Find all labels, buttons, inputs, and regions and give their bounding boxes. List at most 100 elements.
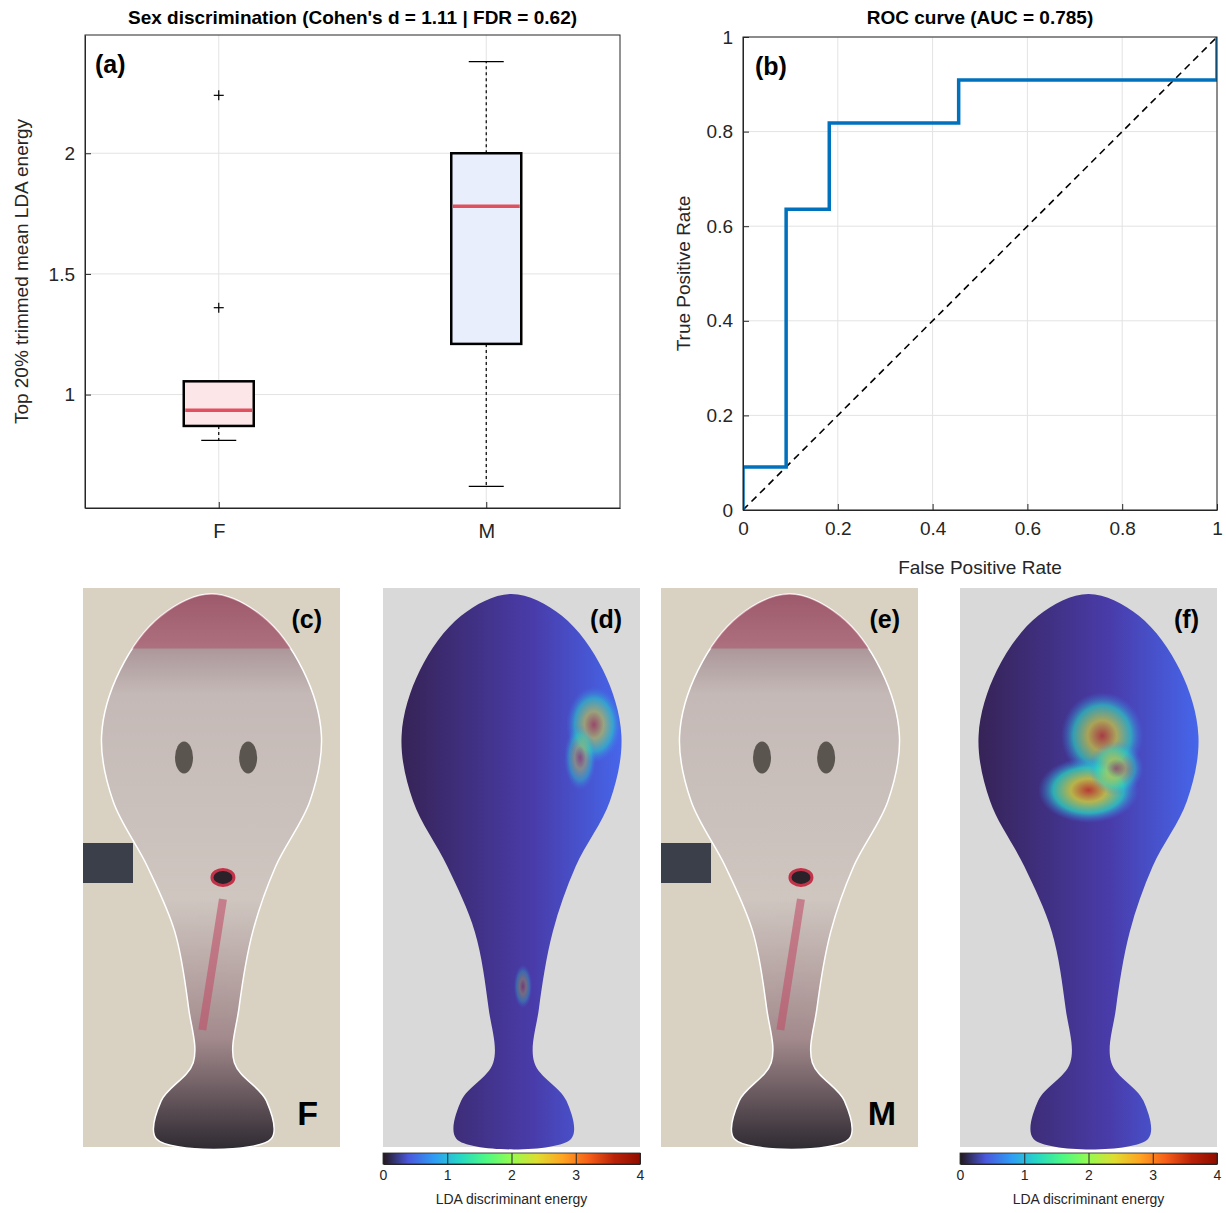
tick-mark: [85, 274, 91, 275]
image-panel: M (e): [661, 588, 918, 1149]
grid: [85, 35, 620, 508]
tick: 2: [64, 143, 91, 164]
axis: 0 1 2 3 4: [380, 1153, 645, 1183]
panel-label: (e): [869, 605, 900, 633]
whisker-cap: [201, 440, 236, 441]
fish-streak: [202, 899, 223, 1030]
tick: 0: [380, 1153, 388, 1183]
box: [184, 381, 254, 426]
plot-background: [85, 35, 620, 508]
plot-background: [743, 37, 1217, 510]
tick-label: 0: [380, 1167, 388, 1183]
tick-label: F: [213, 520, 225, 542]
fish-eye: [817, 742, 835, 774]
fish: [101, 594, 321, 1149]
tick-label: 0.2: [707, 405, 733, 426]
tick: 2: [508, 1153, 516, 1183]
roc-line: [743, 37, 1217, 510]
energy-hotspots: [514, 687, 622, 1009]
fish-eye: [239, 742, 257, 774]
panel-label: (c): [291, 605, 322, 633]
tick-label: 0.4: [707, 310, 734, 331]
tick-mark: [1153, 1153, 1154, 1164]
fish-vent: [790, 869, 812, 885]
tick: 0.2: [825, 504, 851, 539]
grid-line: [1027, 37, 1028, 510]
tick-label: 0: [722, 500, 733, 521]
tick: 0.6: [1015, 504, 1041, 539]
median: [453, 205, 520, 209]
marks: [184, 62, 522, 487]
tick-label: 3: [572, 1167, 580, 1183]
colorbar-title: LDA discriminant energy: [1013, 1191, 1165, 1207]
tick-mark: [512, 1153, 513, 1164]
panel-label: (b): [755, 52, 787, 80]
tick-mark: [486, 502, 487, 508]
tick: 1: [1021, 1153, 1029, 1183]
tick-label: 1: [1212, 518, 1223, 539]
plot-frame: [85, 35, 620, 508]
fish-vent: [212, 869, 234, 885]
grid-line: [85, 153, 620, 154]
sex-label: F: [297, 1094, 318, 1132]
tape: [83, 843, 133, 883]
tick-mark: [743, 321, 749, 322]
tick: 3: [1149, 1153, 1157, 1183]
fish-eye: [753, 742, 771, 774]
tick-mark: [640, 1153, 641, 1164]
tape: [661, 843, 711, 883]
grid-line: [932, 37, 933, 510]
panel-label: (a): [95, 50, 126, 78]
whisker-cap: [469, 486, 504, 487]
tick-mark: [743, 415, 749, 416]
tick: 2: [1085, 1153, 1093, 1183]
tick-mark: [743, 132, 749, 133]
energy-hotspot: [1089, 741, 1144, 796]
box: [451, 153, 521, 344]
image-panel: (d) 0 1 2 3 4 LDA discriminant energy: [380, 588, 645, 1207]
tick-mark: [838, 504, 839, 510]
tick-mark: [85, 395, 91, 396]
title: ROC curve (AUC = 0.785): [867, 7, 1094, 28]
tick-label: 2: [1085, 1167, 1093, 1183]
whisker-cap: [469, 61, 504, 62]
tick-label: 0.4: [920, 518, 947, 539]
tick-label: 1: [722, 27, 733, 48]
outlier-stroke: [218, 90, 219, 100]
colorbar-title: LDA discriminant energy: [436, 1191, 588, 1207]
energy-hotspot: [514, 965, 532, 1009]
outlier: [214, 90, 224, 100]
panel-a: 11.52FMSex discrimination (Cohen's d = 1…: [11, 7, 621, 542]
colorbar: [383, 1153, 640, 1164]
whisker: [486, 344, 487, 486]
tick-label: M: [478, 520, 495, 542]
grid-line: [743, 226, 1217, 227]
whisker: [218, 426, 219, 440]
outlier: [214, 303, 224, 313]
tick-mark: [743, 226, 749, 227]
tick-mark: [447, 1153, 448, 1164]
tick-mark: [1217, 1153, 1218, 1164]
tick-mark: [1089, 1153, 1090, 1164]
tick-label: 0.6: [1015, 518, 1041, 539]
tick-label: 1: [64, 384, 75, 405]
tick: 0.4: [920, 504, 947, 539]
axis: 01234: [957, 1153, 1222, 1183]
tick: 1: [444, 1153, 452, 1183]
axis-title: Top 20% trimmed mean LDA energy: [11, 118, 32, 424]
tick-mark: [1024, 1153, 1025, 1164]
tick-label: 1: [1021, 1167, 1029, 1183]
tick-mark: [933, 504, 934, 510]
panel-b: 00.20.40.60.8100.20.40.60.81ROC curve (A…: [673, 7, 1223, 578]
tick-mark: [576, 1153, 577, 1164]
fish: [401, 594, 621, 1149]
fish-head: [97, 594, 326, 649]
image-panel: F (c): [83, 588, 340, 1149]
grid-line: [837, 37, 838, 510]
panel-label: (d): [590, 605, 622, 633]
sex-label: M: [868, 1094, 896, 1132]
tick-mark: [219, 502, 220, 508]
tick: 4: [1214, 1153, 1222, 1183]
grid-line: [85, 273, 620, 274]
tick-label: 4: [637, 1167, 645, 1183]
